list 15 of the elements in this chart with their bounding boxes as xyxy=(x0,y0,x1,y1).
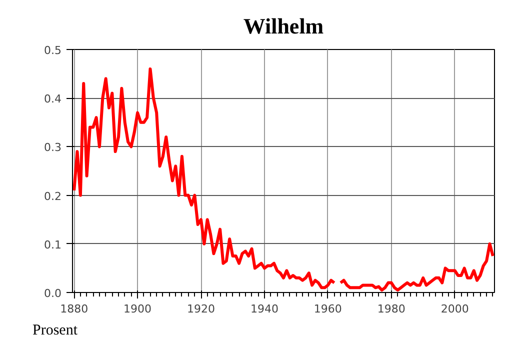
x-tick-label: 1900 xyxy=(124,302,152,316)
y-tick-label: 0.2 xyxy=(44,190,62,203)
x-tick-label: 2000 xyxy=(440,302,469,316)
y-tick-label: 0.1 xyxy=(44,238,62,252)
chart-title: Wilhelm xyxy=(243,14,324,38)
y-axis-title: Prosent xyxy=(32,322,78,338)
x-tick-label: 1940 xyxy=(250,302,278,316)
y-tick-label: 0.4 xyxy=(44,92,62,106)
x-tick-label: 1880 xyxy=(60,302,88,316)
y-tick-label: 0.3 xyxy=(44,141,62,154)
x-tick-label: 1960 xyxy=(314,302,342,316)
y-tick-label: 0.0 xyxy=(44,287,62,300)
x-tick-label: 1920 xyxy=(187,302,216,316)
y-tick-label: 0.5 xyxy=(44,44,62,57)
x-tick-label: 1980 xyxy=(377,302,406,316)
